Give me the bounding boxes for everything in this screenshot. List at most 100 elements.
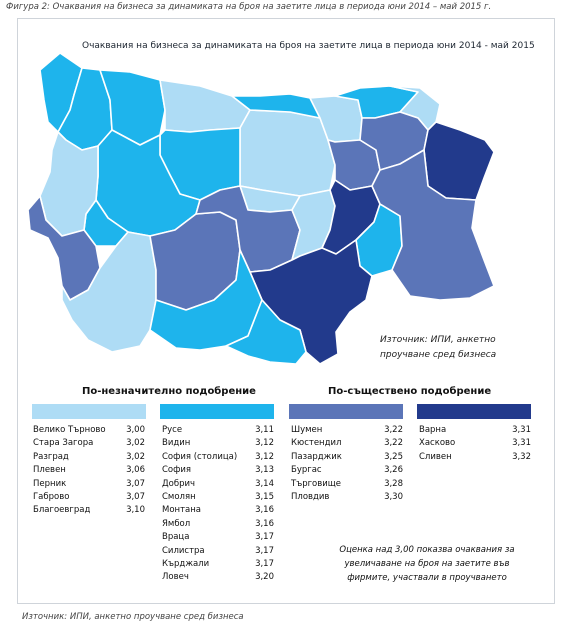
legend-row: Пловдив 3,30 [291,491,403,504]
region-score: 3,31 [512,425,531,435]
region-score: 3,13 [255,465,274,476]
region-name: Варна [419,425,447,435]
legend-column-4: Варна 3,31 Хасково 3,31 Сливен 3,32 [419,424,531,464]
legend-row: Хасково 3,31 [419,437,531,450]
region-score: 3,00 [126,425,145,435]
legend-column-3: Шумен 3,22 Кюстендил 3,22 Пазарджик 3,25 Бурга… [291,424,403,504]
region-name: София (столица) [162,451,238,462]
legend-title-left: По-незначително подобрение [82,386,256,397]
region-varna [423,121,495,201]
legend-row: София (столица) 3,12 [162,451,274,464]
map-title: Очаквания на бизнеса за динамиката на бр… [82,41,535,51]
region-score: 3,15 [255,491,274,502]
region-name: Ямбол [162,518,191,529]
region-score: 3,06 [126,465,145,476]
region-kardzhali [225,299,307,365]
legend-swatch-1 [32,404,146,419]
figure-source-footer: Източник: ИПИ, анкетно проучване сред би… [22,612,244,622]
legend-title-right: По-съществено подобрение [328,386,492,397]
legend-row: Разград 3,02 [33,451,145,464]
region-name: Пловдив [291,491,330,502]
region-name: Ловеч [162,572,189,583]
region-name: Велико Търново [33,425,106,435]
legend-row: София 3,13 [162,464,274,477]
legend-row: Смолян 3,15 [162,491,274,504]
region-name: Габрово [33,491,70,502]
region-score: 3,26 [384,465,403,476]
legend-row: Благоевград 3,10 [33,504,145,517]
legend-row: Кюстендил 3,22 [291,437,403,450]
region-score: 3,07 [126,478,145,489]
region-score: 3,22 [384,438,403,449]
legend-row: Варна 3,31 [419,424,531,437]
legend-row: Пазарджик 3,25 [291,451,403,464]
region-name: Русе [162,425,183,435]
legend-row: Русе 3,11 [162,424,274,437]
legend-row: Силистра 3,17 [162,545,274,558]
region-score: 3,16 [255,518,274,529]
region-name: Враца [162,532,190,543]
region-pernik [39,131,99,237]
legend-row: Велико Търново 3,00 [33,424,145,437]
region-score: 3,02 [126,438,145,449]
region-pleven [159,79,251,133]
map-source-note: Източник: ИПИ, анкетно проучване сред би… [380,333,520,363]
region-name: Благоевград [33,505,91,516]
legend-row: Монтана 3,16 [162,504,274,517]
legend-row: Търговище 3,28 [291,478,403,491]
legend-row: Кърджали 3,17 [162,558,274,571]
region-name: Добрич [162,478,196,489]
region-score: 3,17 [255,545,274,556]
region-score: 3,22 [384,425,403,435]
region-score: 3,28 [384,478,403,489]
legend-column-1: Велико Търново 3,00 Стара Загора 3,02 Разгра… [33,424,145,518]
region-burgas [371,149,495,301]
region-name: Разград [33,451,69,462]
region-score: 3,30 [384,491,403,502]
legend-column-2: Русе 3,11 Видин 3,12 София (столица) 3,12 Софи… [162,424,274,585]
region-score: 3,10 [126,505,145,516]
legend-row: Габрово 3,07 [33,491,145,504]
region-name: Силистра [162,545,205,556]
region-name: Бургас [291,465,322,476]
legend-row: Шумен 3,22 [291,424,403,437]
region-name: Перник [33,478,67,489]
legend-row: Бургас 3,26 [291,464,403,477]
region-veliko-tarnovo [239,109,336,197]
region-name: Търговище [291,478,342,489]
region-score: 3,20 [255,572,274,583]
region-name: Видин [162,438,191,449]
region-score: 3,02 [126,451,145,462]
region-name: Шумен [291,425,323,435]
legend-swatch-4 [417,404,531,419]
legend-row: Враца 3,17 [162,531,274,544]
region-score: 3,07 [126,491,145,502]
region-name: Сливен [419,451,452,462]
region-name: София [162,465,192,476]
legend-row: Плевен 3,06 [33,464,145,477]
legend-swatch-3 [289,404,403,419]
region-score: 3,14 [255,478,274,489]
region-name: Монтана [162,505,202,516]
region-score: 3,17 [255,558,274,569]
legend-row: Перник 3,07 [33,478,145,491]
region-score: 3,31 [512,438,531,449]
region-name: Пазарджик [291,451,342,462]
region-score: 3,17 [255,532,274,543]
map-source-line1: Източник: ИПИ, анкетно [380,335,496,345]
interpretation-note: Оценка над 3,00 показва очаквания за уве… [339,545,515,583]
region-name: Кърджали [162,558,210,569]
region-name: Кюстендил [291,438,342,449]
legend-row: Видин 3,12 [162,437,274,450]
region-score: 3,11 [255,425,274,435]
region-score: 3,12 [255,451,274,462]
legend-row: Ловеч 3,20 [162,571,274,584]
region-name: Стара Загора [33,438,94,449]
legend-swatch-2 [160,404,274,419]
map-source-line2: проучване сред бизнеса [380,350,497,360]
region-score: 3,32 [512,451,531,462]
region-name: Хасково [419,438,456,449]
legend-row: Сливен 3,32 [419,451,531,464]
region-score: 3,12 [255,438,274,449]
